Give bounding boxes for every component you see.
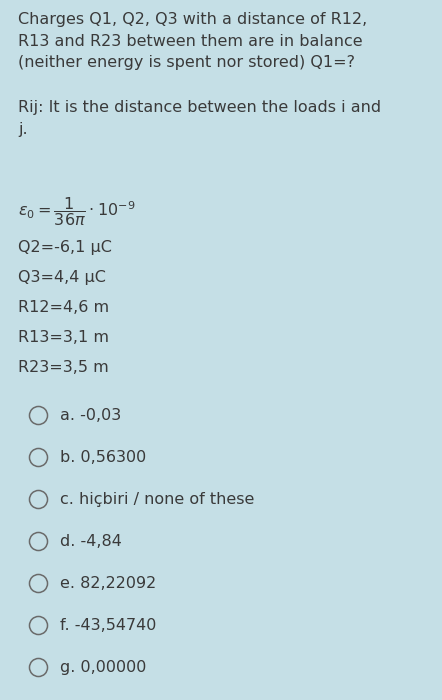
Text: Q3=4,4 μC: Q3=4,4 μC: [18, 270, 106, 285]
Text: $\varepsilon_0 = \dfrac{1}{36\pi} \cdot 10^{-9}$: $\varepsilon_0 = \dfrac{1}{36\pi} \cdot …: [18, 195, 135, 228]
Text: b. 0,56300: b. 0,56300: [60, 450, 146, 465]
Text: R12=4,6 m: R12=4,6 m: [18, 300, 109, 315]
Text: Charges Q1, Q2, Q3 with a distance of R12,
R13 and R23 between them are in balan: Charges Q1, Q2, Q3 with a distance of R1…: [18, 12, 367, 70]
Text: d. -4,84: d. -4,84: [60, 534, 122, 549]
Text: R23=3,5 m: R23=3,5 m: [18, 360, 109, 375]
Text: a. -0,03: a. -0,03: [60, 408, 121, 423]
Text: Rij: It is the distance between the loads i and
j.: Rij: It is the distance between the load…: [18, 100, 381, 136]
Text: Q2=-6,1 μC: Q2=-6,1 μC: [18, 240, 112, 255]
Text: c. hiçbiri / none of these: c. hiçbiri / none of these: [60, 492, 255, 507]
Text: e. 82,22092: e. 82,22092: [60, 576, 156, 591]
Text: f. -43,54740: f. -43,54740: [60, 618, 156, 633]
Text: R13=3,1 m: R13=3,1 m: [18, 330, 109, 345]
Text: g. 0,00000: g. 0,00000: [60, 660, 146, 675]
